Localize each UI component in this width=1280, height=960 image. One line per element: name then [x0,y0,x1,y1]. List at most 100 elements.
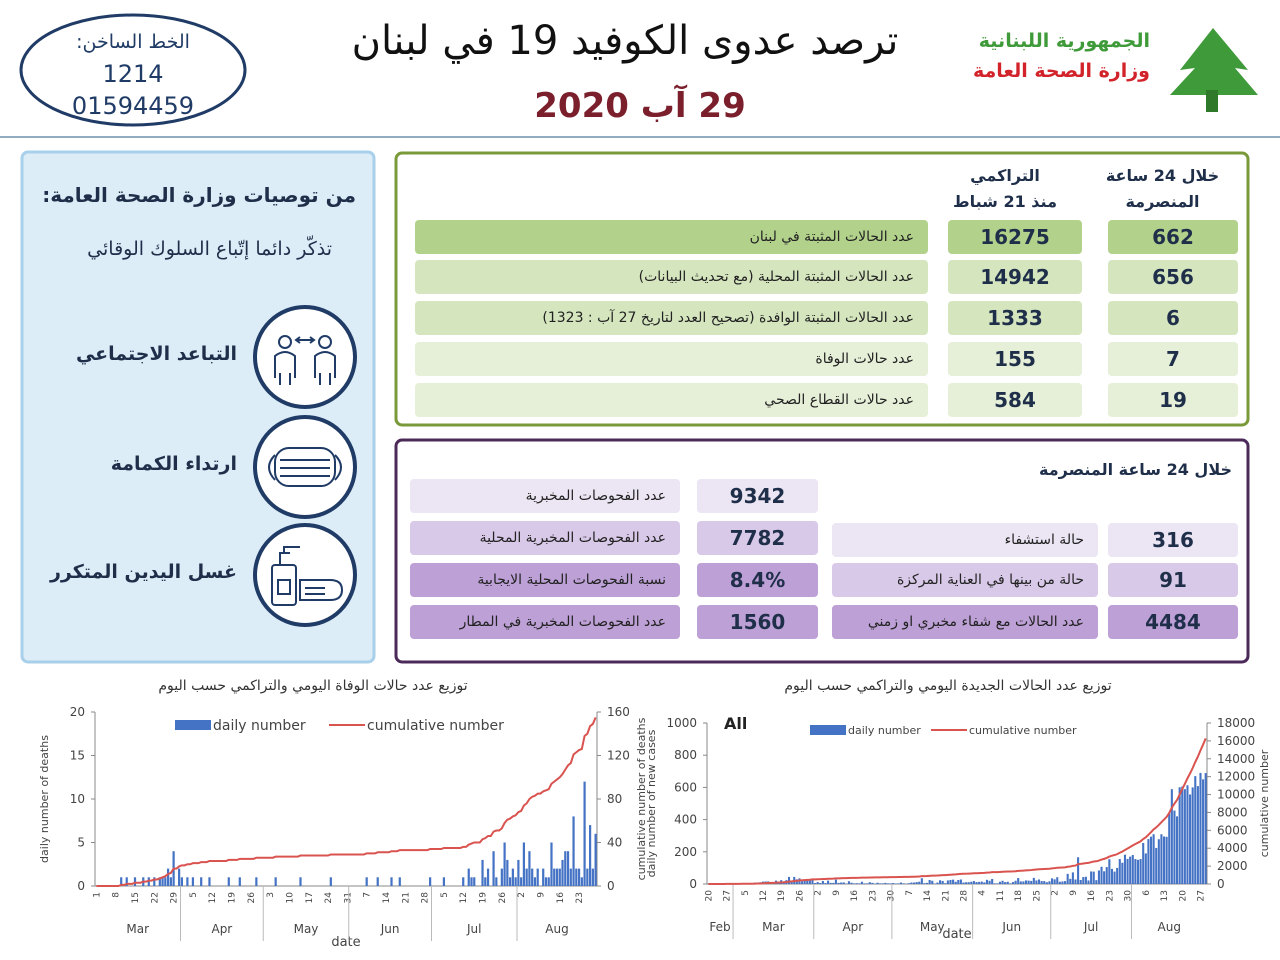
daily-value: 656 [1108,260,1238,294]
hospital-label: حالة استشفاء [832,523,1098,557]
bar [561,859,564,886]
bar [525,868,528,886]
bar [972,881,975,884]
report-date: 29 آب 2020 [534,86,746,126]
bar [1066,873,1069,884]
bar [975,882,978,884]
bar [514,877,517,886]
y-tick-label: 15 [70,749,85,763]
y2-tick-label: 8000 [1217,805,1248,819]
bar [577,868,581,886]
x-tick-label: 9 [1069,890,1079,896]
bar [1134,859,1137,884]
x-tick-label: 27 [1196,890,1206,901]
bar [910,882,913,884]
x-tick-label: 3 [266,892,276,898]
x-tick-label: 21 [941,890,951,901]
x-tick-label: 27 [723,890,733,901]
month-label: Jul [466,922,481,936]
bar [1168,813,1171,884]
x-tick-label: 25 [1032,890,1042,901]
x-tick-label: 18 [1014,890,1024,902]
bar [978,881,981,884]
bar [1024,880,1028,884]
test-label: نسبة الفحوصات المحلية الايجابية [410,563,680,597]
x-tick-label: 14 [382,892,392,904]
bar [200,877,203,886]
bar [1014,880,1017,884]
x-tick-label: 17 [305,892,315,903]
bar [1017,878,1020,884]
bar [429,877,432,886]
x-tick-label: 6 [1142,890,1152,896]
x-tick-label: 23 [868,890,878,901]
y2-tick-label: 120 [607,749,630,763]
bar [169,877,172,886]
bar [926,882,929,884]
x-axis-label: date [942,927,971,942]
y2-axis-label: cumulative number [1258,749,1271,857]
y-tick-label: 600 [674,780,697,794]
bar [803,880,806,884]
bar [390,877,393,886]
bar [816,882,819,884]
y2-axis-label: cumulative number of deaths [635,717,648,880]
bar [1181,786,1184,884]
x-tick-label: 21 [401,892,411,903]
bar [915,882,918,884]
recommendations-title: من توصيات وزارة الصحة العامة: [42,183,356,207]
bar [503,842,506,886]
y-tick-label: 800 [674,748,697,762]
bar [821,880,824,884]
bar [1113,871,1116,884]
bar [442,877,446,886]
chart-title: توزيع عدد حالات الوفاة اليومي والتراكمي … [158,678,467,694]
test-value: 1560 [697,605,818,639]
hospital-label: حالة من بينها في العناية المركزة [832,563,1098,597]
x-tick-label: 16 [1087,890,1097,902]
bar [806,880,809,884]
bar [1043,881,1046,884]
bar [153,877,156,886]
bar [1045,882,1048,884]
bar [965,882,968,884]
x-tick-label: 29 [170,892,180,904]
x-tick-label: 5 [189,892,199,898]
header-line: خلال 24 ساعة [1105,166,1220,185]
row-label: عدد الحالات المثبتة في لبنان [415,220,928,254]
bar [120,877,123,886]
bar [569,868,572,886]
bar [522,842,526,886]
bar [1139,859,1142,884]
bar [946,880,949,884]
bar [542,868,545,886]
bar [1160,834,1163,884]
cumulative-line [708,738,1207,885]
x-tick-label: 7 [905,890,915,896]
daily-value: 6 [1108,301,1238,335]
x-tick-label: 28 [421,892,431,904]
cumulative-value: 16275 [948,220,1082,254]
bar [1087,880,1090,884]
x-tick-label: 20 [1178,890,1188,902]
icons [268,335,344,606]
bar [558,868,561,886]
bar [1105,867,1108,884]
bar [299,877,302,886]
bar [855,883,858,884]
month-label: Jun [1001,920,1021,934]
y-tick-label: 1000 [666,716,697,730]
bar [827,880,830,884]
bar [566,851,570,886]
bar [589,825,592,886]
bar [1183,789,1186,884]
bar [850,882,853,884]
bar [1165,836,1168,884]
test-value: 8.4% [697,563,818,597]
test-value: 7782 [697,521,818,555]
bar [983,882,986,884]
x-tick-label: 28 [960,890,970,902]
bar [531,868,534,886]
month-label: Apr [211,922,232,936]
bar [1136,859,1140,884]
